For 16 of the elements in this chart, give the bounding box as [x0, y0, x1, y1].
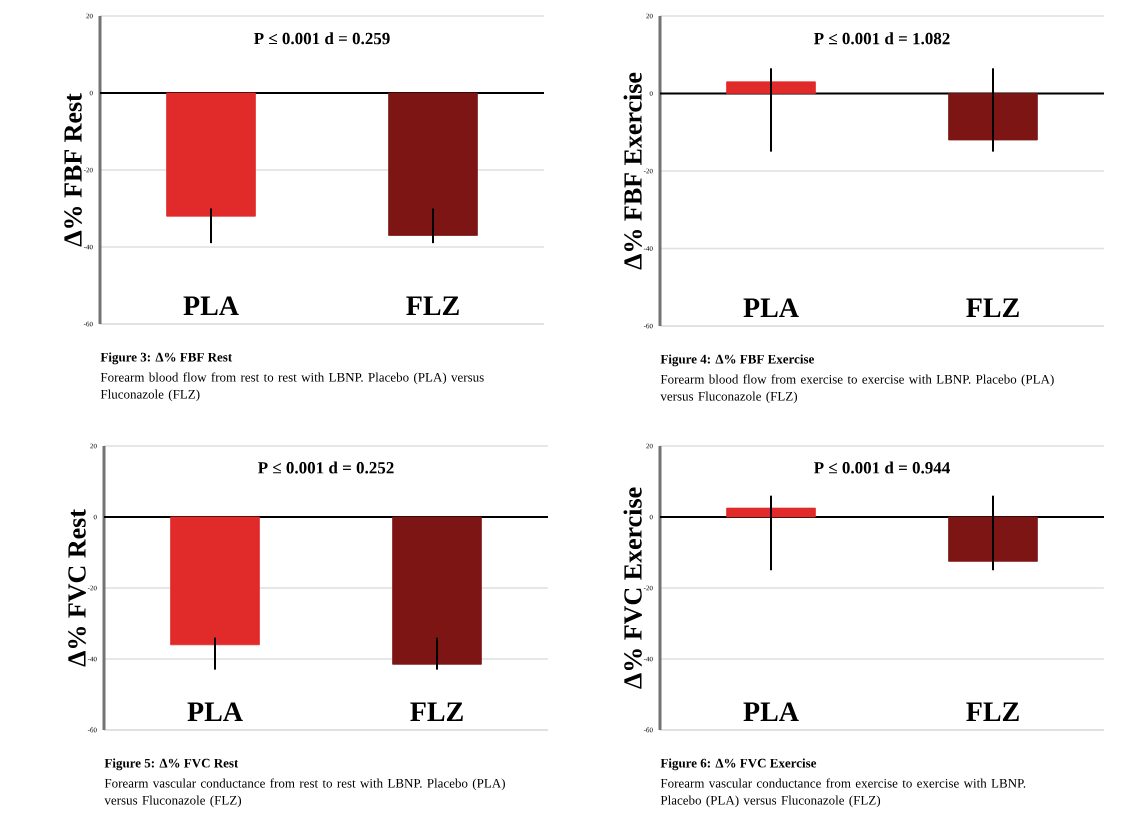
- x-tick-label: FLZ: [410, 702, 463, 721]
- x-tick-label: PLA: [743, 702, 799, 721]
- x-tick-label: PLA: [187, 702, 243, 721]
- x-tick-label: PLA: [743, 298, 799, 317]
- y-axis-title: Δ% FBF Rest: [64, 93, 82, 247]
- annotation: P ≤ 0.001 d = 0.252: [257, 461, 394, 474]
- annotation: P ≤ 0.001 d = 1.082: [813, 32, 950, 45]
- y-axis-title: Δ% FVC Exercise: [623, 487, 642, 689]
- x-tick-label: FLZ: [966, 702, 1019, 721]
- y-axis-title: Δ% FVC Rest: [68, 509, 86, 667]
- x-tick-label: FLZ: [406, 296, 459, 315]
- x-tick-label: FLZ: [966, 298, 1019, 317]
- annotation: P ≤ 0.001 d = 0.944: [813, 461, 950, 474]
- y-axis-title: Δ% FBF Exercise: [623, 72, 642, 270]
- annotation: P ≤ 0.001 d = 0.259: [253, 32, 390, 45]
- x-tick-label: PLA: [183, 296, 239, 315]
